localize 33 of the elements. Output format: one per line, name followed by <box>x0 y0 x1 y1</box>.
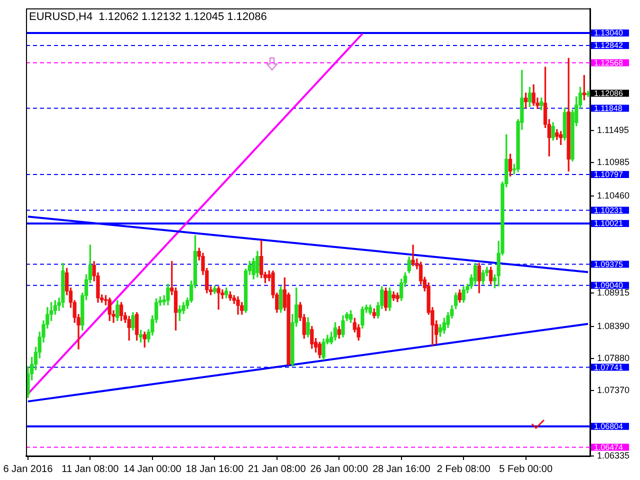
x-tick-label: 14 Jan 00:00 <box>124 464 182 475</box>
y-tick-label: 1.08390 <box>597 320 630 331</box>
ref-line-label: 1.06804 <box>594 422 624 432</box>
x-tick-label: 18 Jan 16:00 <box>186 464 244 475</box>
y-tick-label: 1.11495 <box>597 124 629 135</box>
y-tick-label: 1.07880 <box>597 353 630 364</box>
ref-line-label: 1.10797 <box>594 170 624 180</box>
ref-line-label: 1.06474 <box>594 442 624 452</box>
ref-line-label: 1.10021 <box>594 219 624 228</box>
x-tick-label: 21 Jan 08:00 <box>248 464 306 475</box>
x-tick-label: 5 Feb 00:00 <box>499 464 553 475</box>
x-tick-label: 28 Jan 16:00 <box>372 464 431 475</box>
ref-line-label: 1.12568 <box>594 58 624 68</box>
x-tick-label: 11 Jan 08:00 <box>62 464 120 475</box>
y-tick-label: 1.10460 <box>597 190 630 200</box>
ref-line-label: 1.10231 <box>594 206 624 215</box>
ref-line-label: 1.11848 <box>594 104 623 113</box>
candlestick <box>216 286 220 310</box>
ref-line-label: 1.09375 <box>594 260 624 269</box>
y-tick-label: 1.08915 <box>597 288 630 298</box>
x-tick-label: 6 Jan 2016 <box>3 464 54 475</box>
text: 1.12086 <box>594 88 624 98</box>
ref-line-label: 1.09040 <box>594 281 624 290</box>
x-tick-label: 26 Jan 00:00 <box>310 464 368 475</box>
y-tick-label: 1.07370 <box>597 385 630 396</box>
ref-line-label: 1.07741 <box>594 363 624 372</box>
x-tick-label: 2 Feb 08:00 <box>436 464 491 475</box>
y-tick-label: 1.06335 <box>597 450 630 460</box>
ref-line-label: 1.13040 <box>594 28 624 38</box>
candlestick <box>411 244 415 266</box>
chart-title: EURUSD,H4 1.12062 1.12132 1.12045 1.12086 <box>29 10 267 23</box>
ref-line-label: 1.12842 <box>594 41 624 50</box>
y-tick-label: 1.10985 <box>597 157 630 168</box>
